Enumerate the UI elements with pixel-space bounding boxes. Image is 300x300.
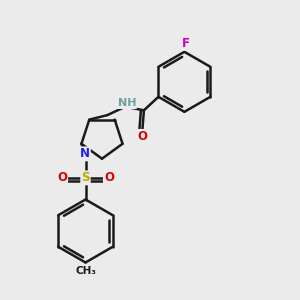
Text: CH₃: CH₃: [75, 266, 96, 276]
Text: O: O: [104, 171, 114, 184]
Text: NH: NH: [118, 98, 136, 108]
Text: O: O: [57, 171, 67, 184]
Text: N: N: [80, 147, 90, 161]
Text: S: S: [81, 171, 90, 184]
Text: O: O: [137, 130, 147, 143]
Text: F: F: [182, 37, 190, 50]
